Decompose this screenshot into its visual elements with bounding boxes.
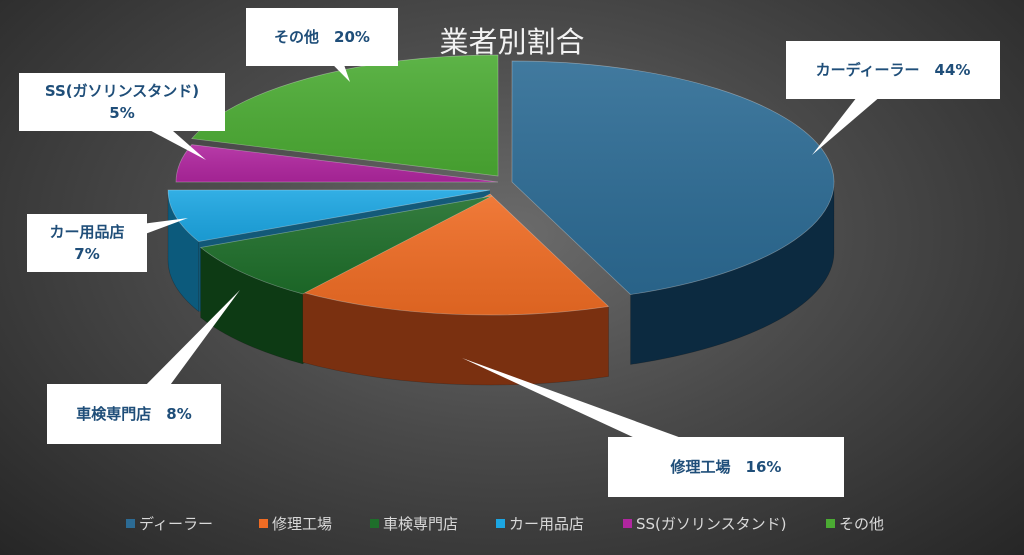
legend-swatch	[370, 519, 379, 528]
data-label-text: 7%	[74, 245, 99, 263]
data-label-1: 修理工場 16%	[608, 437, 844, 497]
legend-label: 修理工場	[272, 515, 332, 533]
data-label-text: カー用品店	[49, 223, 124, 241]
legend-item-5: その他	[826, 515, 884, 533]
pie-slice-shade-1	[300, 194, 609, 315]
legend-item-0: ディーラー	[126, 515, 213, 533]
data-label-5: その他 20%	[246, 8, 398, 66]
data-label-text: カーディーラー 44%	[816, 61, 971, 79]
pie-slice-shade-3	[168, 190, 490, 242]
legend-item-3: カー用品店	[496, 515, 584, 533]
legend-label: SS(ガソリンスタンド)	[636, 515, 786, 533]
chart-title: 業者別割合	[439, 25, 584, 59]
legend-swatch	[623, 519, 632, 528]
legend-label: カー用品店	[509, 515, 584, 533]
data-label-box-4	[19, 73, 225, 131]
data-label-text: 修理工場 16%	[670, 458, 782, 476]
legend-label: 車検専門店	[383, 515, 458, 533]
data-label-box-3	[27, 214, 147, 272]
legend-label: ディーラー	[139, 515, 213, 533]
legend-item-2: 車検専門店	[370, 515, 458, 533]
legend-item-1: 修理工場	[259, 515, 332, 533]
data-label-2: 車検専門店 8%	[47, 384, 221, 444]
pie-slice-shade-5	[191, 55, 498, 176]
pie-slice-shade-0	[512, 61, 835, 295]
legend-swatch	[496, 519, 505, 528]
data-label-box-0	[786, 41, 1000, 99]
legend: ディーラー 修理工場 車検専門店 カー用品店 SS(ガソリンスタンド) その他	[126, 515, 884, 533]
data-label-box-5	[246, 8, 398, 66]
data-label-box-2	[47, 384, 221, 444]
data-label-text: 車検専門店 8%	[76, 405, 191, 423]
legend-swatch	[259, 519, 268, 528]
data-label-box-1	[608, 437, 844, 497]
legend-swatch	[126, 519, 135, 528]
data-label-0: カーディーラー 44%	[786, 41, 1000, 99]
data-label-3: カー用品店 7%	[27, 214, 147, 272]
data-label-4: SS(ガソリンスタンド) 5%	[19, 73, 225, 131]
data-label-text: 5%	[109, 104, 134, 122]
legend-label: その他	[839, 515, 884, 533]
pie-slice-shade-2	[200, 196, 492, 294]
legend-item-4: SS(ガソリンスタンド)	[623, 515, 786, 533]
legend-swatch	[826, 519, 835, 528]
data-label-text: その他 20%	[274, 28, 370, 46]
data-label-text: SS(ガソリンスタンド)	[45, 82, 199, 100]
pie-slice-shade-4	[176, 144, 498, 182]
